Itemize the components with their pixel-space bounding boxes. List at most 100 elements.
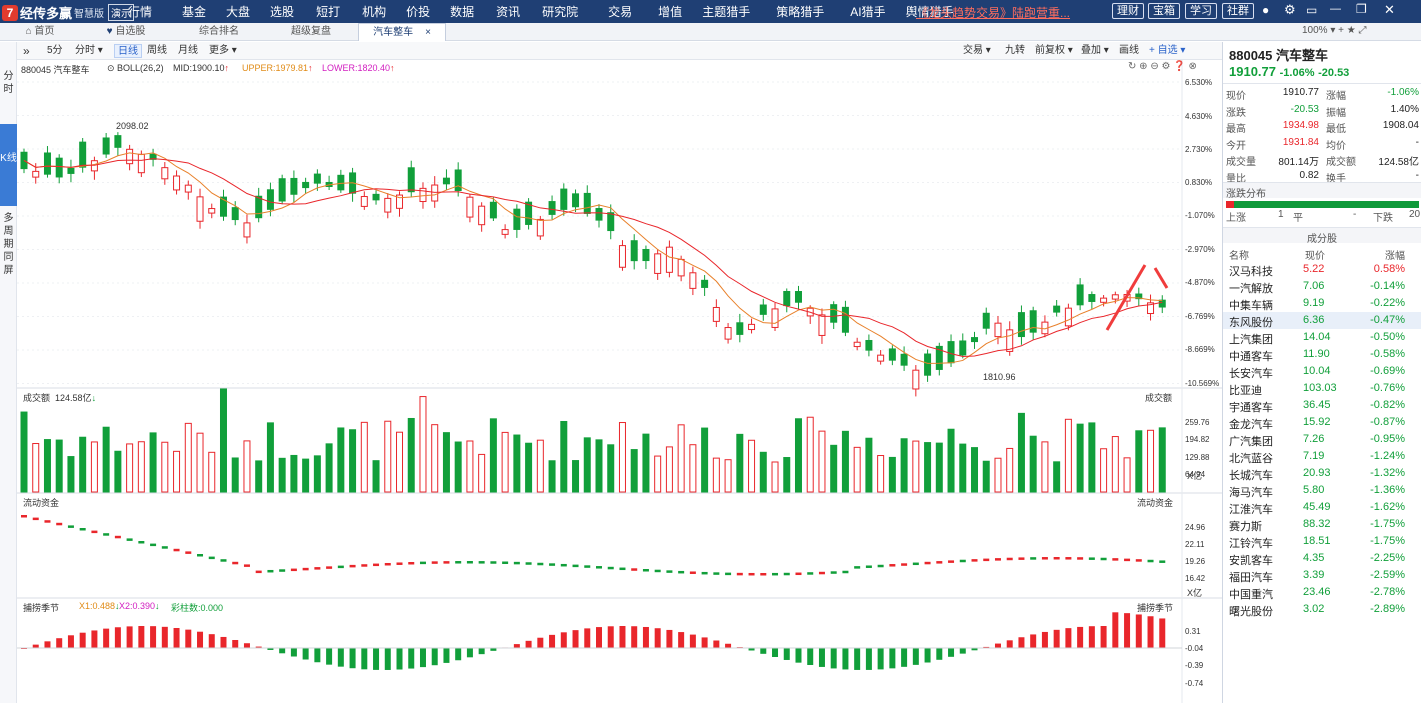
chart-canvas <box>17 60 1222 703</box>
period-daily[interactable]: 日线 <box>114 44 142 58</box>
menu-item[interactable]: 交易 <box>608 5 633 19</box>
close-icon[interactable]: ✕ <box>1384 2 1395 17</box>
col-header-name[interactable]: 名称 <box>1229 251 1249 262</box>
quote-value: 1910.77 <box>1282 87 1319 98</box>
tab-auto[interactable]: 汽车整车 × <box>358 23 446 41</box>
season-bar <box>431 648 438 666</box>
window-icon[interactable]: ▭ <box>1306 3 1318 17</box>
wealth-button[interactable]: 理财 <box>1112 3 1144 19</box>
period-5min[interactable]: 5分 <box>47 45 63 56</box>
menu-item[interactable]: AI猎手 <box>850 5 886 19</box>
sidebar-item-kline[interactable]: K线 <box>0 124 17 206</box>
col-header-price[interactable]: 现价 <box>1305 251 1325 262</box>
volume-bar <box>665 446 673 493</box>
flow-mark <box>103 533 110 536</box>
list-item[interactable]: 长城汽车 20.93 -1.32% <box>1223 465 1421 482</box>
list-item[interactable]: 赛力斯 88.32 -1.75% <box>1223 516 1421 533</box>
promo-link[interactable]: 《龙头趋势交易》陆跑营重... <box>916 6 1071 20</box>
list-item[interactable]: 金龙汽车 15.92 -0.87% <box>1223 414 1421 431</box>
learn-button[interactable]: 学习 <box>1185 3 1217 19</box>
candle-body <box>924 353 932 376</box>
list-item[interactable]: 北汽蓝谷 7.19 -1.24% <box>1223 448 1421 465</box>
tab-home[interactable]: ⌂ 首页 <box>25 26 55 37</box>
list-item[interactable]: 宇通客车 36.45 -0.82% <box>1223 397 1421 414</box>
list-item[interactable]: 比亚迪 103.03 -0.76% <box>1223 380 1421 397</box>
minimize-icon[interactable]: — <box>1330 3 1341 15</box>
menu-item[interactable]: 策略猎手 <box>776 5 825 19</box>
menu-item[interactable]: 机构 <box>362 5 387 19</box>
list-item[interactable]: 上汽集团 14.04 -0.50% <box>1223 329 1421 346</box>
gear-icon[interactable]: ⚙ <box>1284 2 1296 17</box>
menu-item[interactable]: 价投 <box>406 5 431 19</box>
menu-item[interactable]: 主题猎手 <box>702 5 751 19</box>
stock-change: 0.58% <box>1373 263 1405 275</box>
tab-ranking[interactable]: 综合排名 <box>199 26 239 37</box>
list-item[interactable]: 福田汽车 3.39 -2.59% <box>1223 567 1421 584</box>
community-button[interactable]: 社群 <box>1222 3 1254 19</box>
overlay-menu[interactable]: 叠加 ▾ <box>1081 45 1109 56</box>
nine-turn-button[interactable]: 九转 <box>1005 45 1025 56</box>
expand-icon[interactable]: » <box>23 44 30 58</box>
list-item[interactable]: 汉马科技 5.22 0.58% <box>1223 261 1421 278</box>
stock-change: -2.59% <box>1370 569 1405 581</box>
candle-body <box>1111 294 1119 300</box>
restore-icon[interactable]: ❐ <box>1356 2 1367 16</box>
candle-body <box>431 184 439 202</box>
menu-item[interactable]: 大盘 <box>226 5 251 19</box>
list-item[interactable]: 东风股份 6.36 -0.47% <box>1223 312 1421 329</box>
adjust-menu[interactable]: 前复权 ▾ <box>1035 45 1073 56</box>
list-item[interactable]: 中通客车 11.90 -0.58% <box>1223 346 1421 363</box>
list-item[interactable]: 广汽集团 7.26 -0.95% <box>1223 431 1421 448</box>
user-icon[interactable]: ● <box>1262 3 1270 17</box>
season-bar <box>419 648 426 668</box>
period-more[interactable]: 更多 ▾ <box>209 45 237 56</box>
col-header-change[interactable]: 涨幅 <box>1385 251 1405 262</box>
volume-bar <box>442 432 450 493</box>
season-bar <box>983 646 990 648</box>
indicator-select[interactable]: ⊙ BOLL(26,2) <box>107 63 164 73</box>
treasure-button[interactable]: 宝箱 <box>1148 3 1180 19</box>
close-tab-icon[interactable]: × <box>425 27 431 38</box>
list-item[interactable]: 长安汽车 10.04 -0.69% <box>1223 363 1421 380</box>
flow-mark <box>631 568 638 571</box>
candle-body <box>266 189 274 210</box>
menu-item[interactable]: 短打 <box>316 5 341 19</box>
candle-body <box>888 348 896 361</box>
tab-review[interactable]: 超级复盘 <box>291 26 331 37</box>
menu-item[interactable]: 舆情猎手 <box>905 5 954 19</box>
tab-watchlist[interactable]: ♥ 自选股 <box>106 26 146 37</box>
trade-menu[interactable]: 交易 ▾ <box>963 45 991 56</box>
menu-item[interactable]: 数据 <box>450 5 475 19</box>
list-item[interactable]: 曙光股份 3.02 -2.89% <box>1223 601 1421 618</box>
menu-item[interactable]: 资讯 <box>496 5 521 19</box>
list-item[interactable]: 中国重汽 23.46 -2.78% <box>1223 584 1421 601</box>
list-item[interactable]: 江淮汽车 45.49 -1.62% <box>1223 499 1421 516</box>
period-weekly[interactable]: 周线 <box>147 45 167 56</box>
volume-right-title: 成交额 <box>1145 393 1173 403</box>
menu-item[interactable]: 行情 <box>128 5 153 19</box>
y-tick-label: -8.669% <box>1185 345 1215 354</box>
season-bar <box>948 648 955 657</box>
period-timeshare[interactable]: 分时 ▾ <box>75 45 103 56</box>
menu-item[interactable]: 增值 <box>658 5 683 19</box>
list-item[interactable]: 一汽解放 7.06 -0.14% <box>1223 278 1421 295</box>
list-item[interactable]: 中集车辆 9.19 -0.22% <box>1223 295 1421 312</box>
menu-item[interactable]: 基金 <box>182 5 207 19</box>
sidebar-item-timeshare[interactable]: 分时 <box>3 71 14 95</box>
menu-item[interactable]: 研究院 <box>542 5 579 19</box>
list-item[interactable]: 海马汽车 5.80 -1.36% <box>1223 482 1421 499</box>
chart-controls[interactable]: ↻ ⊕ ⊖ ⚙ ❓ ⊗ <box>1128 61 1197 72</box>
volume-bar <box>1123 457 1131 493</box>
zoom-level[interactable]: 100% ▾ + ★ ⤢ <box>1302 25 1367 36</box>
period-monthly[interactable]: 月线 <box>178 45 198 56</box>
add-watchlist-button[interactable]: + 自选 ▾ <box>1149 45 1186 56</box>
sidebar-item-multi-period[interactable]: 多周期同屏 <box>3 213 14 276</box>
flow-mark <box>1030 557 1037 560</box>
flow-mark <box>795 572 802 576</box>
list-item[interactable]: 江铃汽车 18.51 -1.75% <box>1223 533 1421 550</box>
list-item[interactable]: 安凯客车 4.35 -2.25% <box>1223 550 1421 567</box>
volume-bar <box>712 457 720 493</box>
season-bar <box>220 636 227 648</box>
draw-line-button[interactable]: 画线 <box>1119 45 1139 56</box>
menu-item[interactable]: 选股 <box>270 5 295 19</box>
